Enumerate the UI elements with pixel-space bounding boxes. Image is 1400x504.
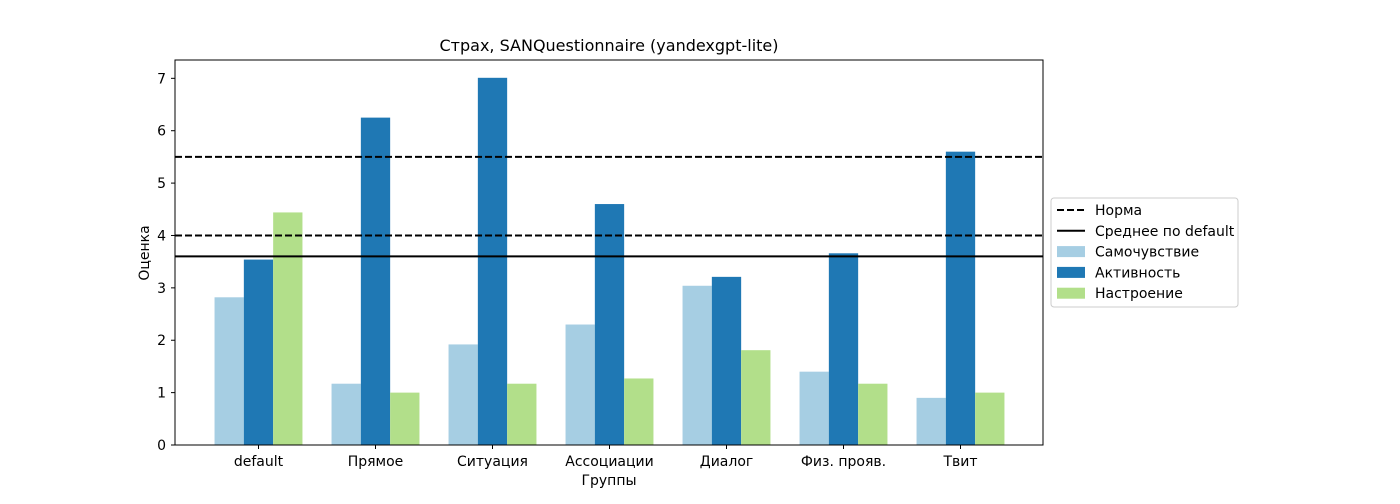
plot-area: 0 1 2 3 4 5 6 7 default Прямое Ситуация Ассоциации Д…: [157, 59, 1044, 470]
legend-box: [1050, 197, 1239, 308]
bar-3-6: [858, 383, 888, 445]
legend-label-5: Настроение: [1095, 286, 1183, 302]
x-tick-label-3: Ситуация: [457, 454, 528, 470]
bar-2-1: [243, 259, 274, 445]
y-tick-label-5: 5: [157, 176, 166, 192]
bar-1-6: [799, 371, 829, 445]
y-tick-label-0: 0: [157, 438, 166, 454]
x-axis-label: Группы: [581, 473, 636, 489]
x-tick-label-6: Физ. прояв.: [801, 454, 886, 470]
legend-swatch-3: [1057, 246, 1085, 258]
y-tick-label-3: 3: [157, 281, 166, 297]
bar-2-2: [360, 117, 391, 446]
legend-label-3: Самочувствие: [1095, 245, 1199, 261]
bar-1-7: [916, 397, 946, 445]
x-tick-label-7: Твит: [942, 454, 977, 470]
bar-3-5: [741, 350, 771, 445]
bar-3-4: [624, 378, 654, 445]
y-axis-label: Оценка: [137, 225, 153, 280]
y-tick-label-4: 4: [157, 228, 166, 244]
bar-3-2: [390, 392, 420, 445]
bar-2-6: [828, 253, 859, 445]
bar-1-5: [682, 285, 712, 445]
bar-3-3: [507, 383, 537, 445]
x-tick-label-5: Диалог: [700, 454, 753, 470]
y-tick-label-2: 2: [157, 333, 166, 349]
legend-swatch-4: [1057, 266, 1085, 278]
chart-title: Страх, SANQuestionnaire (yandexgpt-lite): [439, 36, 778, 55]
bar-1-4: [565, 324, 595, 445]
legend-swatch-5: [1057, 287, 1085, 299]
legend-label-2: Среднее по default: [1095, 224, 1235, 240]
bar-2-3: [477, 77, 508, 445]
bar-3-1: [273, 212, 303, 445]
bar-1-2: [331, 383, 361, 445]
x-tick-label-4: Ассоциации: [565, 454, 653, 470]
legend-label-4: Активность: [1095, 265, 1180, 281]
y-tick-label-1: 1: [157, 386, 166, 402]
x-tick-label-2: Прямое: [348, 454, 404, 470]
bar-2-5: [711, 276, 742, 445]
bar-2-7: [945, 151, 976, 446]
legend: Норма Среднее по default Самочувствие Актив…: [1050, 197, 1239, 308]
y-tick-label-6: 6: [157, 124, 166, 140]
x-tick-label-1: default: [234, 454, 284, 470]
legend-label-1: Норма: [1095, 203, 1142, 219]
bar-3-7: [975, 392, 1005, 445]
bar-2-4: [594, 204, 625, 445]
bar-1-1: [214, 297, 244, 445]
y-tick-label-7: 7: [157, 71, 166, 87]
bar-1-3: [448, 344, 478, 445]
